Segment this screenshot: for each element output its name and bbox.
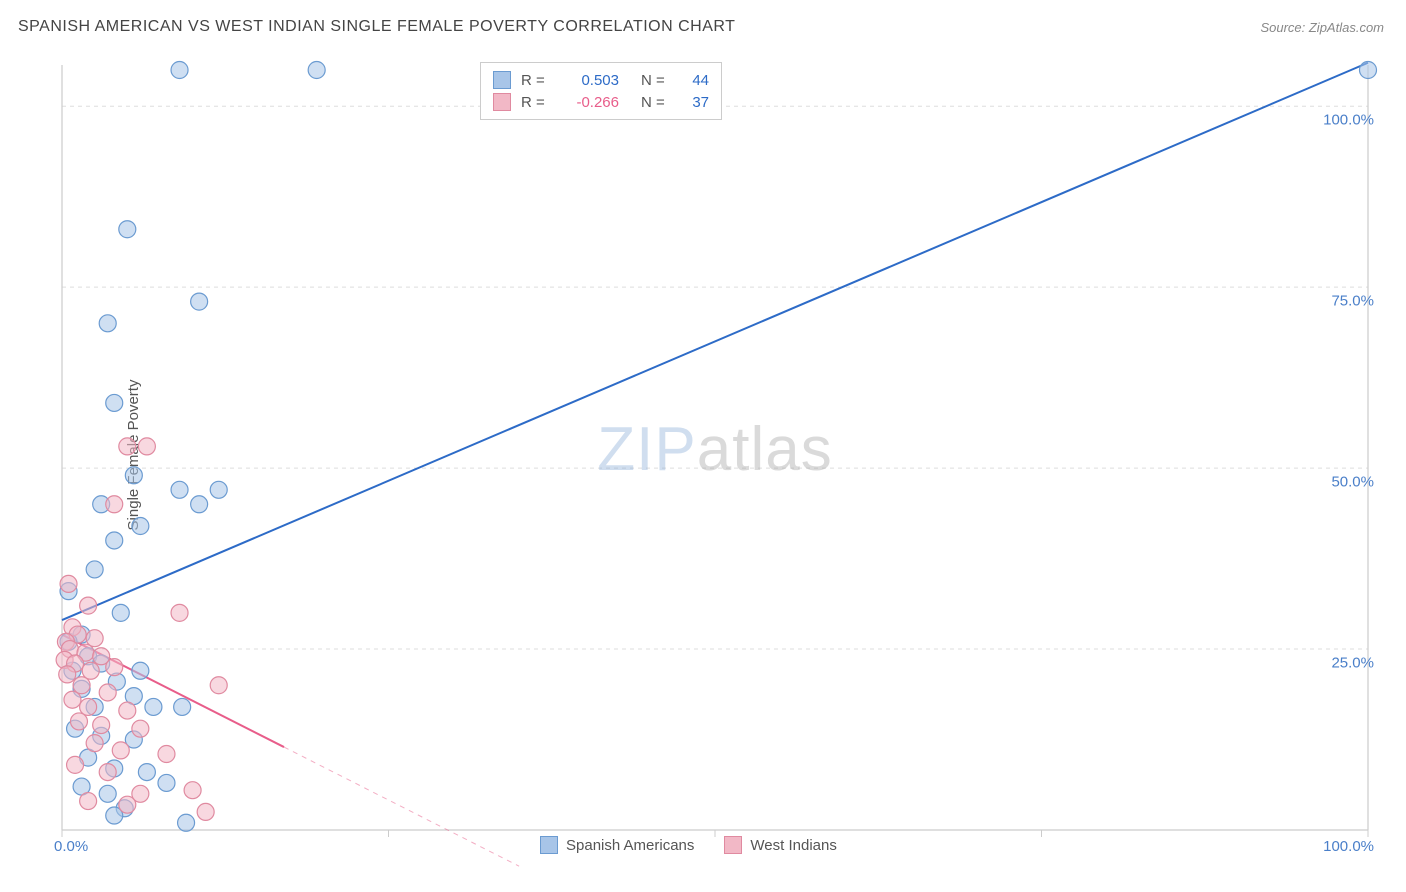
n-label: N =	[641, 72, 669, 89]
r-value: 0.503	[559, 72, 619, 89]
plot-svg	[50, 60, 1380, 850]
scatter-plot: Single Female Poverty ZIPatlas R =0.503N…	[50, 60, 1380, 850]
x-axis-tick-max: 100.0%	[1323, 838, 1374, 855]
correlation-legend: R = 0.503 N = 44 R = -0.266 N = 37	[480, 62, 722, 120]
legend-row: R = -0.266 N = 37	[493, 91, 709, 113]
legend-swatch	[493, 71, 511, 89]
y-axis-tick: 25.0%	[1331, 655, 1374, 672]
legend-swatch	[493, 93, 511, 111]
y-axis-tick: 75.0%	[1331, 293, 1374, 310]
r-label: R =	[521, 94, 549, 111]
legend-item: West Indians	[724, 836, 836, 854]
legend-label: West Indians	[750, 837, 836, 854]
legend-item: Spanish Americans	[540, 836, 694, 854]
legend-swatch	[540, 836, 558, 854]
legend-swatch	[724, 836, 742, 854]
chart-title: SPANISH AMERICAN VS WEST INDIAN SINGLE F…	[18, 18, 735, 36]
y-axis-tick: 100.0%	[1323, 112, 1374, 129]
x-axis-tick-min: 0.0%	[54, 838, 88, 855]
source-attribution: Source: ZipAtlas.com	[1260, 20, 1384, 35]
n-value: 37	[679, 94, 709, 111]
r-label: R =	[521, 72, 549, 89]
legend-row: R = 0.503 N = 44	[493, 69, 709, 91]
y-axis-tick: 50.0%	[1331, 474, 1374, 491]
r-value: -0.266	[559, 94, 619, 111]
n-value: 44	[679, 72, 709, 89]
n-label: N =	[641, 94, 669, 111]
legend-label: Spanish Americans	[566, 837, 694, 854]
series-legend: Spanish Americans West Indians	[540, 836, 837, 854]
